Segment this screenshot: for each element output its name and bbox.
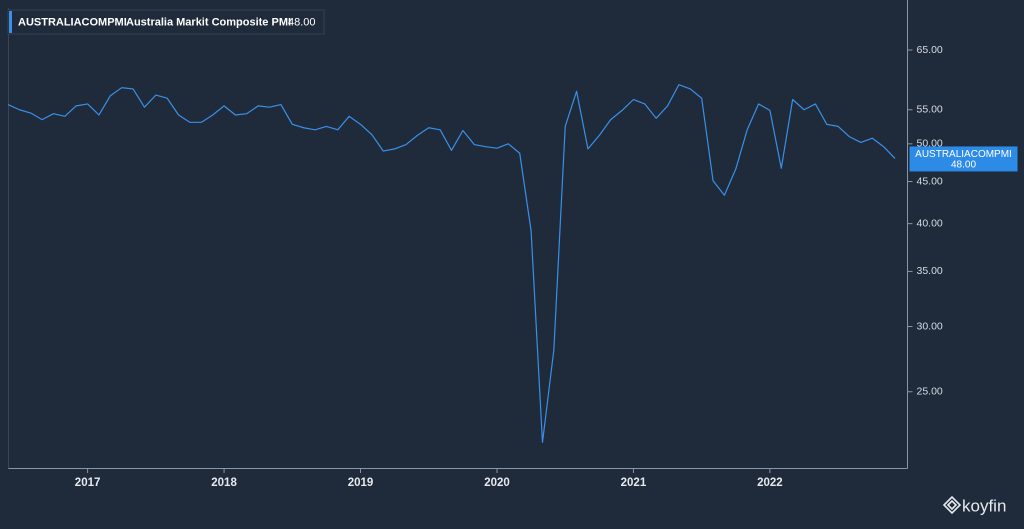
y-tick-label: 40.00 xyxy=(917,217,943,229)
brand-name: koyfin xyxy=(962,496,1006,515)
x-tick-label: 2022 xyxy=(757,477,783,489)
series-line xyxy=(7,84,896,443)
legend-ticker: AUSTRALIACOMPMI xyxy=(18,16,127,28)
x-tick-label: 2021 xyxy=(621,477,647,489)
brand-logo: koyfin xyxy=(942,495,1006,515)
legend-value: 48.00 xyxy=(288,16,316,28)
y-tick-label: 30.00 xyxy=(917,320,943,332)
y-tick-label: 65.00 xyxy=(917,44,943,56)
y-tick-label: 45.00 xyxy=(917,175,943,187)
y-tick-label: 25.00 xyxy=(917,386,943,398)
x-tick-label: 2020 xyxy=(484,477,510,489)
legend-swatch xyxy=(9,11,12,33)
badge-name: AUSTRALIACOMPMI xyxy=(915,149,1012,160)
x-tick-label: 2018 xyxy=(211,477,237,489)
y-tick-label: 35.00 xyxy=(917,265,943,277)
x-tick-label: 2017 xyxy=(75,477,101,489)
badge-box xyxy=(909,146,1018,172)
y-tick-label: 55.00 xyxy=(917,104,943,116)
brand-icon xyxy=(942,495,962,515)
legend-description: Australia Markit Composite PMI xyxy=(126,16,291,28)
x-tick-label: 2019 xyxy=(348,477,374,489)
badge-value: 48.00 xyxy=(951,160,976,171)
legend-box xyxy=(7,9,325,35)
legend: AUSTRALIACOMPMI Australia Markit Composi… xyxy=(7,9,325,35)
